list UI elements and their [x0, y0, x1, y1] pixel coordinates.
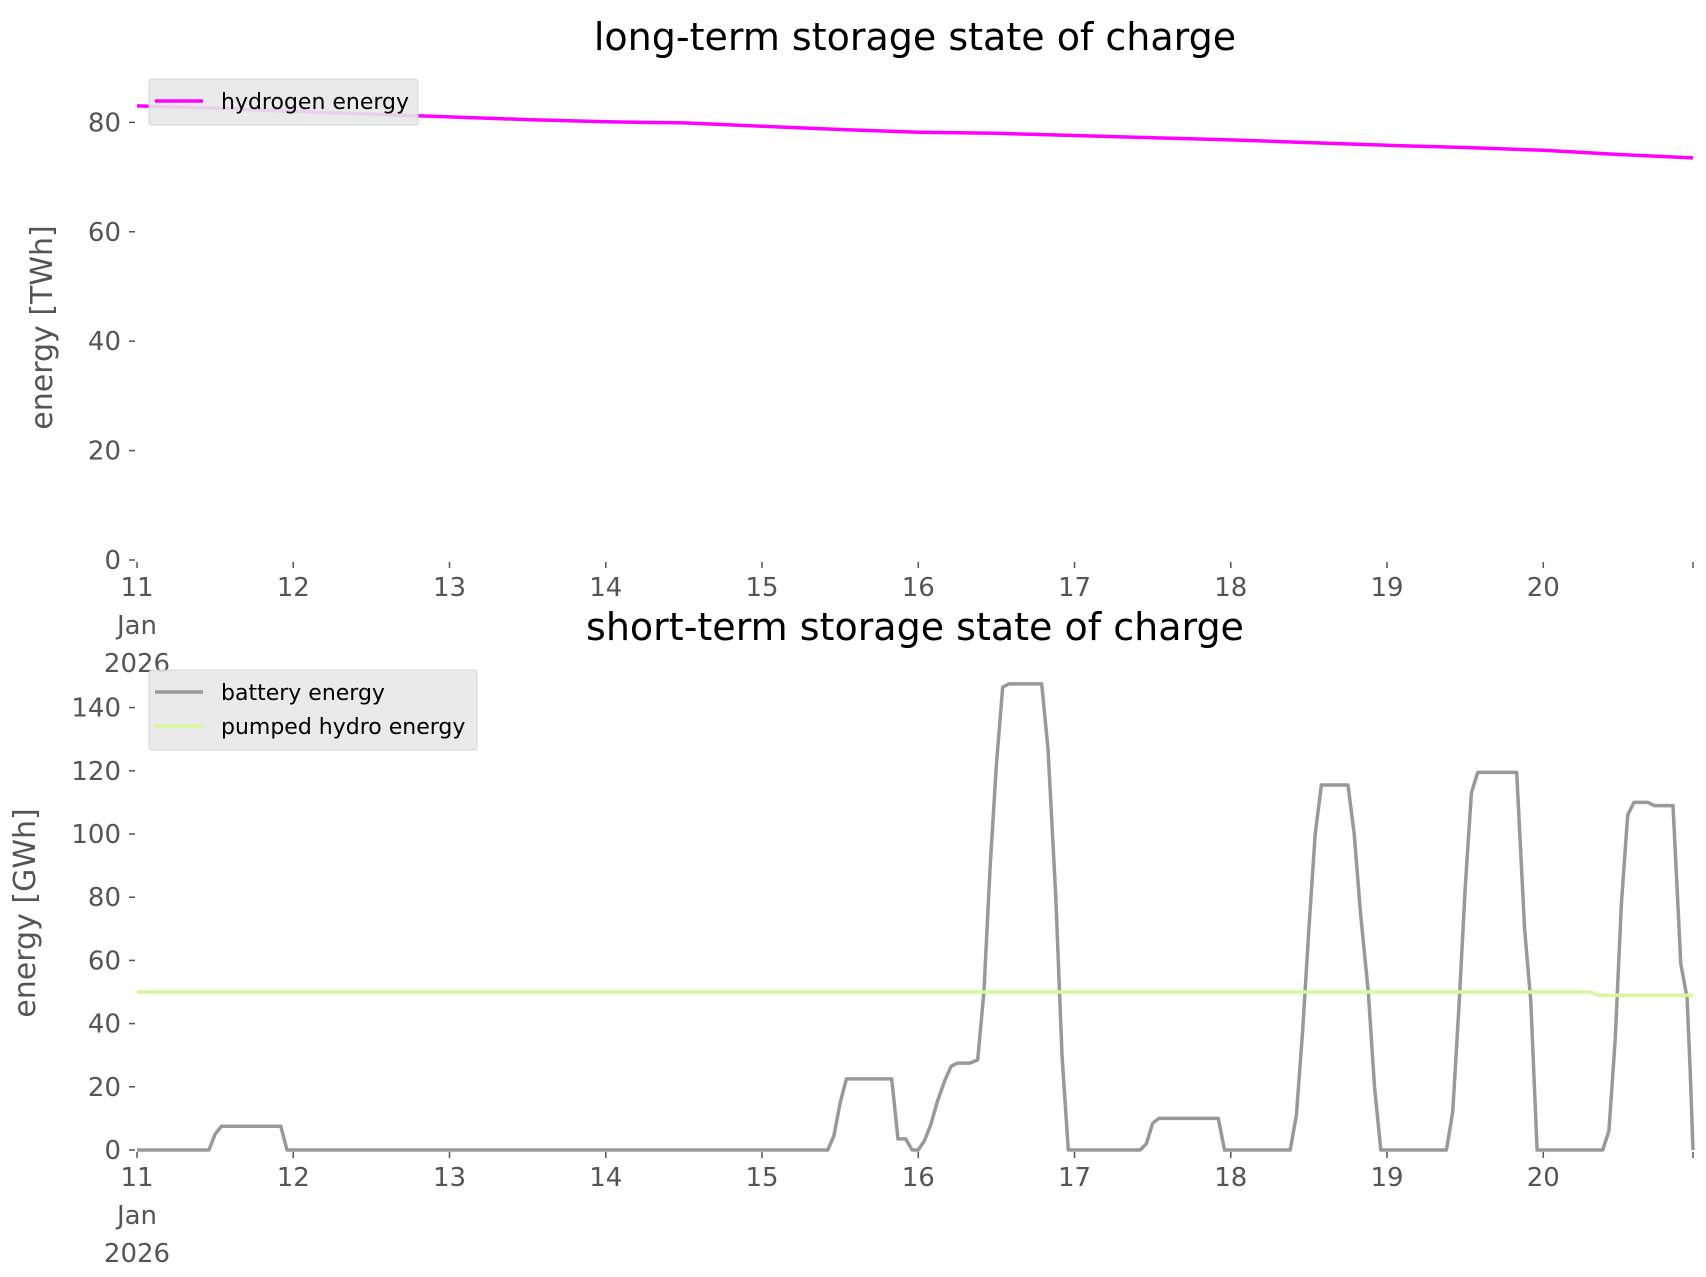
y-tick-label: 140 [71, 694, 121, 724]
x-tick-label: 14 [589, 573, 622, 603]
y-tick-label: 100 [71, 820, 121, 850]
x-tick-label: 15 [745, 573, 778, 603]
y-tick-label: 40 [88, 327, 121, 357]
chart-2: short-term storage state of charge energy… [8, 605, 1693, 1269]
x-tick-label: 20 [1527, 1163, 1560, 1193]
y-tick-label: 80 [88, 883, 121, 913]
x-tick-label: 12 [277, 573, 310, 603]
y-tick-label: 60 [88, 946, 121, 976]
y-tick-label: 20 [88, 1073, 121, 1103]
legend-label: pumped hydro energy [221, 715, 465, 740]
x-tick-label: 16 [902, 573, 935, 603]
chart-title: long-term storage state of charge [594, 15, 1236, 59]
x-tick-label: 19 [1371, 573, 1404, 603]
y-axis-label: energy [TWh] [25, 225, 60, 429]
x-tick-label: 13 [433, 1163, 466, 1193]
x-tick-label: 14 [589, 1163, 622, 1193]
y-tick-label: 40 [88, 1010, 121, 1040]
chart-1: long-term storage state of charge energy … [25, 15, 1693, 679]
legend-label: hydrogen energy [221, 90, 409, 115]
y-tick-label: 20 [88, 437, 121, 467]
x-tick-label: 17 [1058, 573, 1091, 603]
x-tick-label: 11 [120, 1163, 153, 1193]
x-tick-label: 2026 [104, 1239, 170, 1269]
y-tick-label: 120 [71, 757, 121, 787]
x-tick-label: 16 [902, 1163, 935, 1193]
x-tick-label: 15 [745, 1163, 778, 1193]
x-tick-label: 19 [1371, 1163, 1404, 1193]
y-tick-label: 0 [104, 546, 121, 576]
x-tick-label: 11 [120, 573, 153, 603]
x-tick-label: 13 [433, 573, 466, 603]
x-tick-label: 18 [1214, 573, 1247, 603]
y-tick-label: 60 [88, 218, 121, 248]
x-tick-label: 17 [1058, 1163, 1091, 1193]
legend-label: battery energy [221, 681, 385, 706]
x-tick-label: 18 [1214, 1163, 1247, 1193]
x-tick-label: Jan [115, 611, 157, 641]
x-tick-label: 12 [277, 1163, 310, 1193]
chart-title: short-term storage state of charge [586, 605, 1244, 649]
y-tick-label: 0 [104, 1136, 121, 1166]
series-line-battery-energy [137, 684, 1693, 1150]
y-axis-label: energy [GWh] [8, 808, 43, 1017]
x-tick-label: Jan [115, 1201, 157, 1231]
x-tick-label: 20 [1527, 573, 1560, 603]
y-tick-label: 80 [88, 108, 121, 138]
